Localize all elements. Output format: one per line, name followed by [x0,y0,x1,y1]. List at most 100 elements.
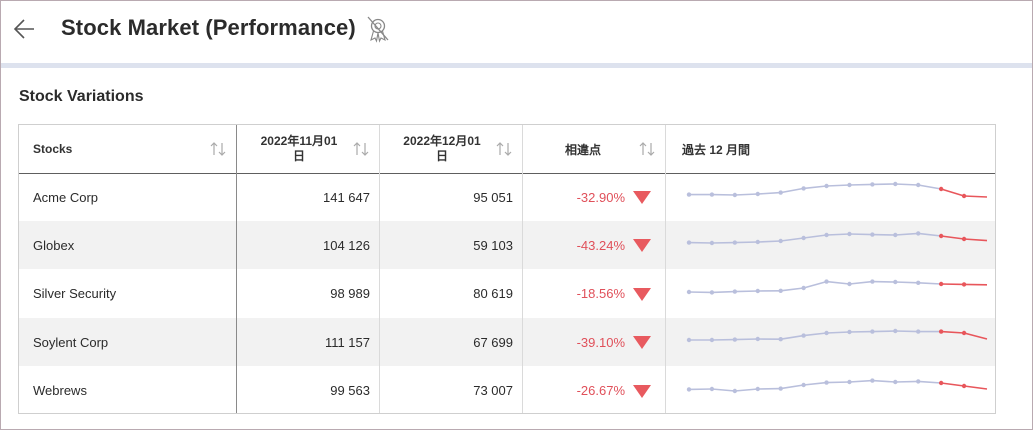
sparkline-point [686,240,692,246]
dec-value-cell: 67 699 [473,334,513,350]
nov-value-cell: 111 157 [324,334,370,350]
sparkline-segment [826,331,850,334]
column-header-diff[interactable]: 相違点 [523,125,643,173]
sparkline-point [938,281,944,286]
sparkline-point [870,279,875,284]
sparkline-segment [757,240,781,244]
sparkline-point [732,240,738,246]
sparkline-segment [711,290,735,293]
award-off-icon [367,16,389,43]
sparkline-segment [803,332,827,337]
sparkline-point [938,234,944,239]
sparkline-point [686,192,692,197]
stock-variations-grid: Stocks 2022年11月01 日 2022年12月01 日 相違点 [18,124,996,414]
sparkline-segment [734,289,758,293]
sparkline-segment [918,380,942,384]
sparkline-point [893,279,898,284]
sparkline-point [801,333,806,338]
sparkline-point [916,231,921,236]
sparkline-segment [872,379,896,383]
sparkline-segment [734,193,758,196]
nov-value-cell: 99 563 [330,383,370,399]
column-divider [522,125,523,413]
table-row[interactable]: Silver Security 98 989 80 619 -18.56% [19,270,995,318]
table-row[interactable]: Acme Corp 141 647 95 051 -32.90% [19,173,995,221]
sparkline-point [709,386,715,391]
sparkline-segment [895,380,919,383]
sparkline-point [961,237,967,242]
sparkline-point [870,377,875,383]
sparkline-chart [686,181,988,199]
sort-icon[interactable] [209,140,227,158]
stock-name-cell: Acme Corp [33,189,99,205]
sparkline-segment [803,185,827,190]
sparkline-segment [895,280,919,284]
table-row[interactable]: Soylent Corp 111 157 67 699 -39.10% [19,318,995,367]
sparkline-point [732,337,738,342]
sparkline-segment [826,280,850,285]
grid-header-row: Stocks 2022年11月01 日 2022年12月01 日 相違点 [19,125,995,174]
column-header-dec[interactable]: 2022年12月01 日 [380,125,504,173]
sparkline-segment [964,238,988,242]
sparkline-chart [686,231,988,246]
sparkline-segment [780,334,804,341]
sparkline-point [824,330,829,336]
sparkline-segment [826,184,850,187]
sparkline-point [938,186,944,192]
sparkline-point [824,379,829,385]
sparkline-segment [895,232,919,237]
sparkline-segment [963,384,988,390]
sparkline-point [801,236,806,241]
column-header-nov[interactable]: 2022年11月01 日 [237,125,361,173]
sparkline-segment [826,380,850,383]
sparkline-point [916,378,921,384]
column-header-label-line2: 日 [292,149,305,163]
sparkline-point [709,241,715,246]
sparkline-point [709,289,715,295]
sparkline-segment [872,330,896,333]
column-header-label-line2: 日 [435,149,448,163]
column-header-trend[interactable]: 過去 12 月間 [682,125,982,173]
triangle-down-icon [633,384,651,398]
page-header: Stock Market (Performance) [1,1,1032,59]
sparkline-segment [734,338,758,341]
nov-value-cell: 104 126 [323,237,370,253]
sparkline-point [709,192,715,197]
sparkline-segment [964,195,988,198]
award-off-button[interactable] [365,15,391,43]
sparkline-point [916,182,921,188]
sparkline-segment [941,381,965,387]
table-row[interactable]: Globex 104 126 59 103 -43.24% [19,221,995,270]
triangle-down-icon [633,287,651,301]
sparkline-point [893,233,898,238]
sparkline-point [847,329,852,335]
column-header-label: 2022年12月01 [403,134,481,148]
sort-icon[interactable] [638,140,656,158]
sparkline-point [824,279,829,284]
sparkline-segment [803,381,827,386]
sparkline-segment [826,233,850,237]
table-row[interactable]: Webrews 99 563 73 007 -26.67% [19,367,995,415]
sparkline-segment [780,287,804,292]
widget-title: Stock Variations [19,88,144,105]
column-header-stocks[interactable]: Stocks [33,125,233,173]
sparkline-point [870,329,875,334]
sort-icon[interactable] [495,140,513,158]
sparkline-point [732,388,738,393]
sparkline-point [870,232,875,238]
sparkline-segment [941,330,965,334]
sparkline-segment [780,187,804,194]
sort-icon[interactable] [352,140,370,158]
sparkline-point [686,386,692,392]
sparkline-point [732,289,738,294]
page-title: Stock Market (Performance) [61,15,356,40]
triangle-down-icon [633,336,651,350]
sparkline-point [755,386,760,391]
sparkline-segment [940,188,965,197]
sparkline-point [801,285,806,290]
back-button[interactable] [11,15,39,43]
sparkline-segment [918,281,942,285]
column-header-label: 過去 12 月間 [682,142,751,157]
sparkline-point [824,233,829,238]
diff-value-cell: -26.67% [576,383,625,399]
